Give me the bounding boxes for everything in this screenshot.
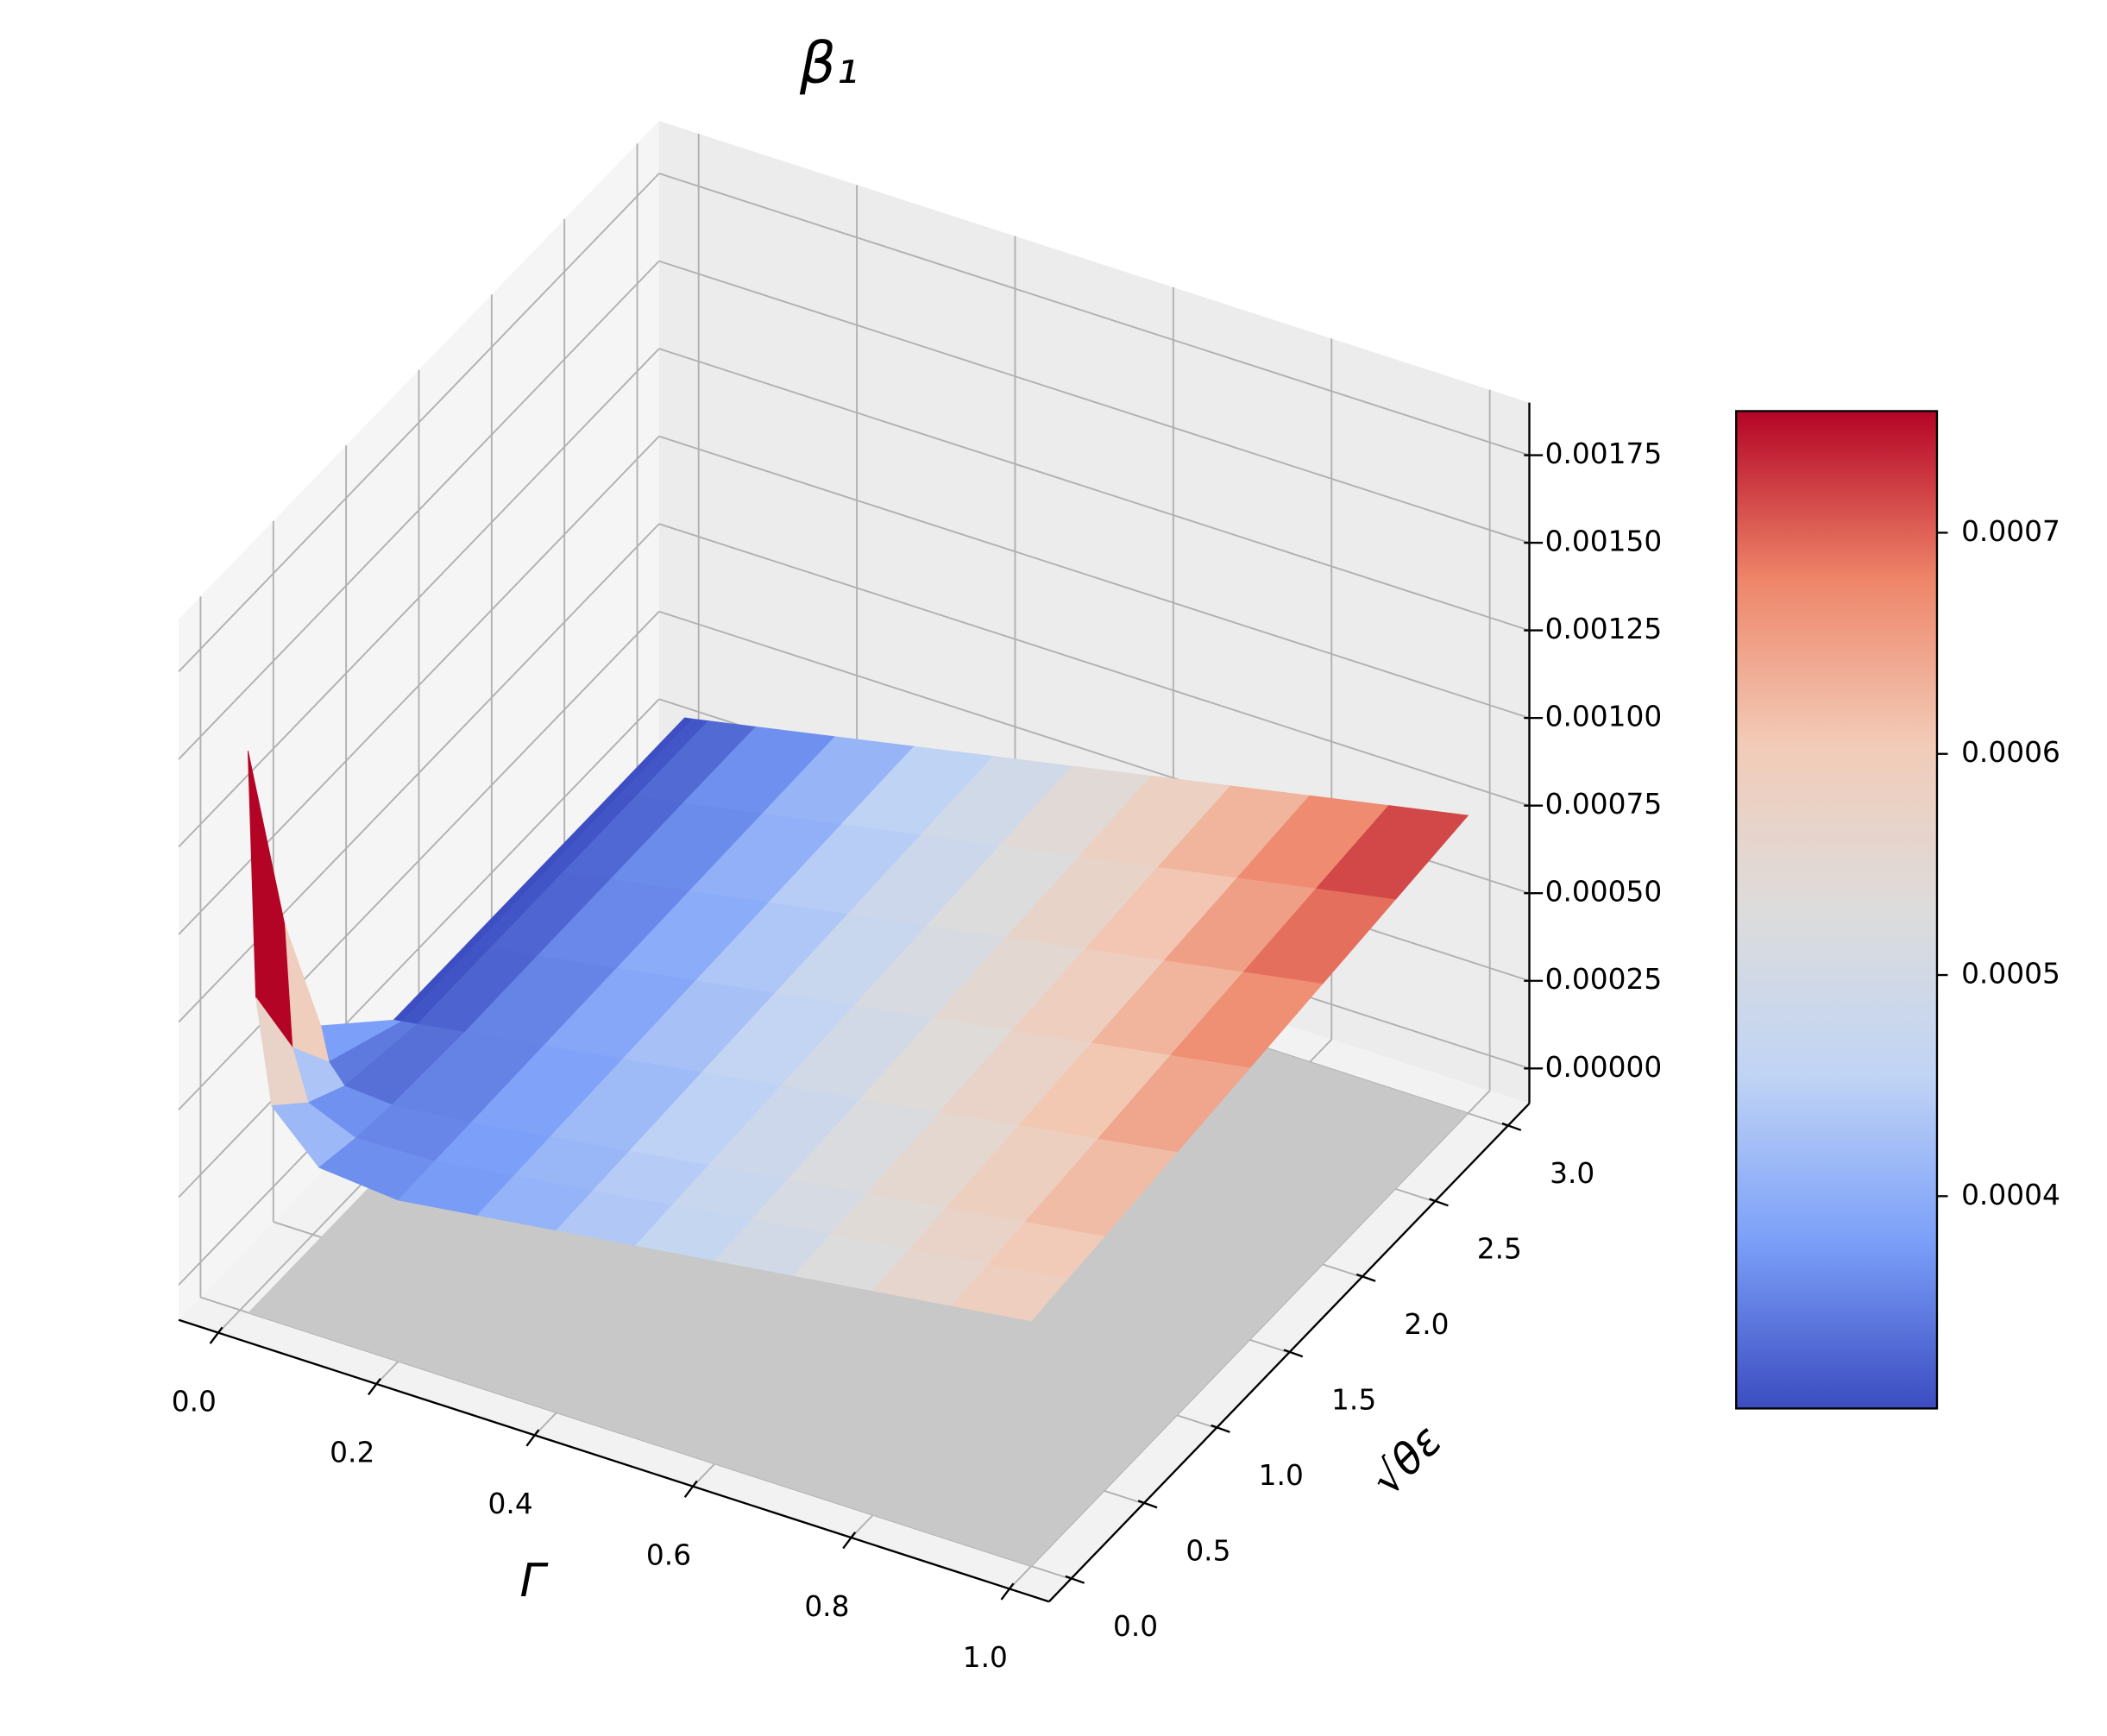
x-axis	[178, 1318, 1050, 1603]
grid-line	[178, 173, 660, 673]
y-tick-label: 3.0	[1550, 1157, 1594, 1190]
surface	[247, 717, 1469, 1322]
x-tick	[683, 1480, 698, 1498]
x-tick-label: 0.2	[330, 1437, 374, 1469]
x-axis-label: Γ	[519, 1554, 549, 1607]
x-tick-label: 1.0	[963, 1641, 1008, 1674]
z-tick-label: 0.00175	[1545, 437, 1663, 470]
surface-patch	[951, 1263, 1069, 1322]
grid-line	[658, 523, 1530, 807]
y-axis-label: √θε	[1362, 1415, 1451, 1505]
y-tick-label: 2.0	[1404, 1308, 1449, 1341]
y-tick	[1283, 1349, 1304, 1358]
grid-line	[178, 698, 660, 1198]
x-tick-label: 0.6	[646, 1538, 691, 1571]
grid-line	[658, 173, 1530, 456]
grid-line	[658, 260, 1530, 544]
z-tick-label: 0.00100	[1545, 701, 1663, 733]
x-tick	[368, 1378, 381, 1396]
colorbar	[1735, 410, 1939, 1410]
y-tick	[1355, 1273, 1376, 1282]
grid-line	[178, 348, 660, 848]
chart-title: β₁	[799, 31, 859, 97]
x-tick	[525, 1429, 540, 1447]
x-tick	[842, 1532, 857, 1550]
colorbar-tick-label: 0.0007	[1961, 515, 2060, 548]
x-tick-label: 0.8	[804, 1590, 849, 1623]
y-tick-label: 2.5	[1477, 1232, 1522, 1265]
x-tick	[209, 1326, 223, 1344]
colorbar-tick-label: 0.0006	[1961, 736, 2060, 769]
z-tick-label: 0.00025	[1545, 963, 1663, 996]
z-tick-label: 0.00075	[1545, 788, 1663, 821]
x-tick-label: 0.4	[488, 1488, 533, 1520]
z-tick-label: 0.00000	[1545, 1051, 1663, 1084]
x-tick-label: 0.0	[172, 1385, 217, 1418]
y-tick	[1429, 1198, 1449, 1207]
x-tick	[1000, 1582, 1015, 1601]
y-tick-label: 0.0	[1113, 1610, 1158, 1643]
grid-line	[178, 260, 660, 760]
grid-line	[658, 435, 1530, 720]
y-tick	[1065, 1575, 1085, 1584]
z-tick-label: 0.00050	[1545, 876, 1663, 909]
z-tick-label: 0.00150	[1545, 525, 1663, 558]
y-tick-label: 0.5	[1186, 1534, 1230, 1567]
colorbar-tick-label: 0.0004	[1961, 1179, 2060, 1211]
y-tick	[1211, 1424, 1230, 1433]
y-tick	[1137, 1500, 1158, 1509]
colorbar-tick-label: 0.0005	[1961, 958, 2060, 991]
y-tick	[1501, 1122, 1522, 1131]
z-tick-label: 0.00125	[1545, 613, 1663, 645]
y-tick-label: 1.5	[1331, 1383, 1376, 1416]
grid-line	[658, 348, 1530, 632]
y-tick-label: 1.0	[1259, 1459, 1304, 1492]
grid-line	[178, 611, 660, 1110]
